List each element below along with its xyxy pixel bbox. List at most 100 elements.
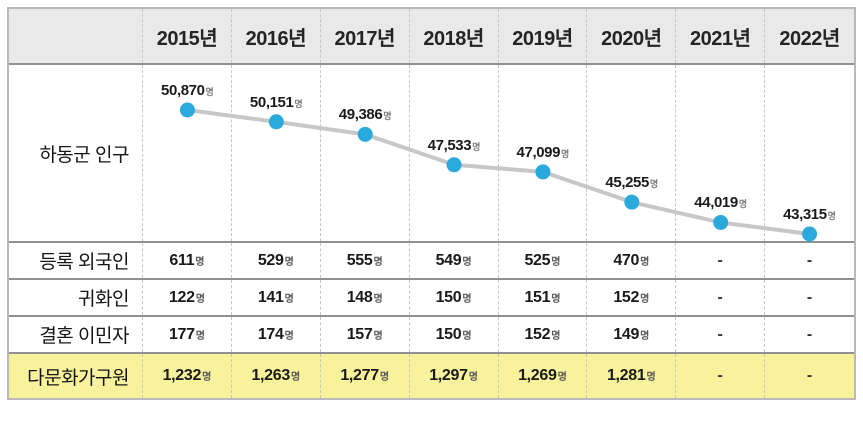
year-header-cell: 2019년 xyxy=(499,9,588,63)
value-cell: 525명 xyxy=(499,243,588,278)
header-row: 2015년 2016년 2017년 2018년 2019년 2020년 2021년 2022년 xyxy=(9,9,854,63)
data-point-unit: 명 xyxy=(738,199,748,210)
value-cell: - xyxy=(676,280,766,315)
value-unit: 명 xyxy=(290,372,301,383)
value-unit: 명 xyxy=(284,330,294,342)
value-cell: 148명 xyxy=(321,280,410,315)
value-number: 1,269 xyxy=(518,367,557,384)
value-number: 151 xyxy=(524,288,551,306)
table-row: 등록 외국인 611명 529명 555명 549명 525명 470명 - - xyxy=(9,241,854,278)
value-unit: 명 xyxy=(195,256,205,268)
value: 611명 xyxy=(169,252,204,270)
value-cell: 152명 xyxy=(587,280,677,315)
value-number: 529 xyxy=(257,251,284,269)
chart-column-cell xyxy=(321,65,410,241)
data-point xyxy=(802,226,818,242)
value-number: 1,263 xyxy=(251,367,290,384)
value-cell: 141명 xyxy=(232,280,321,315)
value-cell: - xyxy=(765,354,854,398)
value-number: 1,281 xyxy=(606,367,646,384)
data-point-unit: 명 xyxy=(649,179,659,190)
chart-column-cell xyxy=(232,65,321,241)
value-cell: 157명 xyxy=(321,317,410,352)
chart-row: 하동군 인구 50,870명 50,151명 49,386명 47,533명 47,09… xyxy=(9,63,854,242)
value-cell: 149명 xyxy=(587,317,677,352)
value: 1,263명 xyxy=(251,367,300,385)
value-number: 150 xyxy=(435,288,462,306)
data-point-label: 44,019명 xyxy=(694,195,747,212)
value-unit: 명 xyxy=(640,256,650,268)
chart-column-cell xyxy=(410,65,499,241)
value-unit: 명 xyxy=(379,372,390,383)
value: 157명 xyxy=(347,326,383,344)
value: 1,297명 xyxy=(429,367,478,385)
value-cell: 150명 xyxy=(410,317,499,352)
value-cell: 549명 xyxy=(410,243,499,278)
value-unit: 명 xyxy=(551,256,561,268)
data-point-label: 50,151명 xyxy=(250,95,303,112)
population-table: 2015년 2016년 2017년 2018년 2019년 2020년 2021년 2022년… xyxy=(7,7,856,400)
value-number: 141 xyxy=(257,288,284,306)
data-point-value: 50,870 xyxy=(161,82,205,99)
value-unit: 명 xyxy=(195,330,205,342)
value-number: 555 xyxy=(346,251,373,269)
value: 1,269명 xyxy=(518,367,567,385)
value-unit: 명 xyxy=(373,256,383,268)
value-number: 174 xyxy=(257,325,284,343)
value-number: 525 xyxy=(524,251,551,269)
value-cell: - xyxy=(765,243,854,278)
data-point xyxy=(446,157,462,173)
value-unit: 명 xyxy=(195,293,205,305)
year-header-cell: 2021년 xyxy=(676,9,766,63)
row-label: 등록 외국인 xyxy=(9,243,143,278)
header-corner-cell xyxy=(9,9,143,63)
value: 150명 xyxy=(436,326,472,344)
empty-value: - xyxy=(806,288,813,306)
value-cell: 1,263명 xyxy=(232,354,321,398)
year-header-cell: 2018년 xyxy=(410,9,499,63)
data-point-value: 47,099 xyxy=(516,143,561,161)
value-cell: 174명 xyxy=(232,317,321,352)
value-unit: 명 xyxy=(640,293,650,305)
value: 174명 xyxy=(258,326,294,344)
data-point xyxy=(713,214,729,230)
table-row: 귀화인 122명 141명 148명 150명 151명 152명 - - xyxy=(9,278,854,315)
value-unit: 명 xyxy=(202,372,212,383)
data-point-value: 44,019 xyxy=(694,194,738,212)
data-point-value: 45,255 xyxy=(605,174,649,192)
value-number: 148 xyxy=(346,288,373,306)
value-number: 157 xyxy=(346,325,373,343)
data-point-label: 50,870명 xyxy=(161,83,214,100)
value: 151명 xyxy=(524,289,560,307)
value-unit: 명 xyxy=(284,256,294,268)
value-unit: 명 xyxy=(462,330,472,342)
value: 549명 xyxy=(436,252,472,270)
value-unit: 명 xyxy=(551,293,561,305)
value-cell: - xyxy=(765,317,854,352)
empty-value: - xyxy=(717,367,723,384)
value: 555명 xyxy=(347,252,383,270)
value: 1,232명 xyxy=(163,367,212,385)
row-label: 결혼 이민자 xyxy=(9,317,143,352)
empty-value: - xyxy=(806,367,813,384)
year-header-cell: 2020년 xyxy=(587,9,677,63)
value-unit: 명 xyxy=(551,330,561,342)
empty-value: - xyxy=(806,325,813,343)
value-unit: 명 xyxy=(373,330,383,342)
value-unit: 명 xyxy=(557,372,567,383)
value-cell: - xyxy=(676,317,766,352)
year-header-cell: 2015년 xyxy=(143,9,232,63)
data-point-value: 50,151 xyxy=(249,93,294,111)
value-unit: 명 xyxy=(640,330,650,342)
value-number: 177 xyxy=(168,325,195,343)
table-row: 결혼 이민자 177명 174명 157명 150명 152명 149명 - - xyxy=(9,315,854,352)
year-header-cell: 2022년 xyxy=(779,27,840,50)
value-cell: 470명 xyxy=(587,243,677,278)
data-point xyxy=(268,114,284,130)
value-unit: 명 xyxy=(646,372,656,383)
value: 149명 xyxy=(613,326,649,344)
value-number: 1,232 xyxy=(162,367,202,384)
value-number: 1,277 xyxy=(340,367,379,384)
value-cell: 555명 xyxy=(321,243,410,278)
